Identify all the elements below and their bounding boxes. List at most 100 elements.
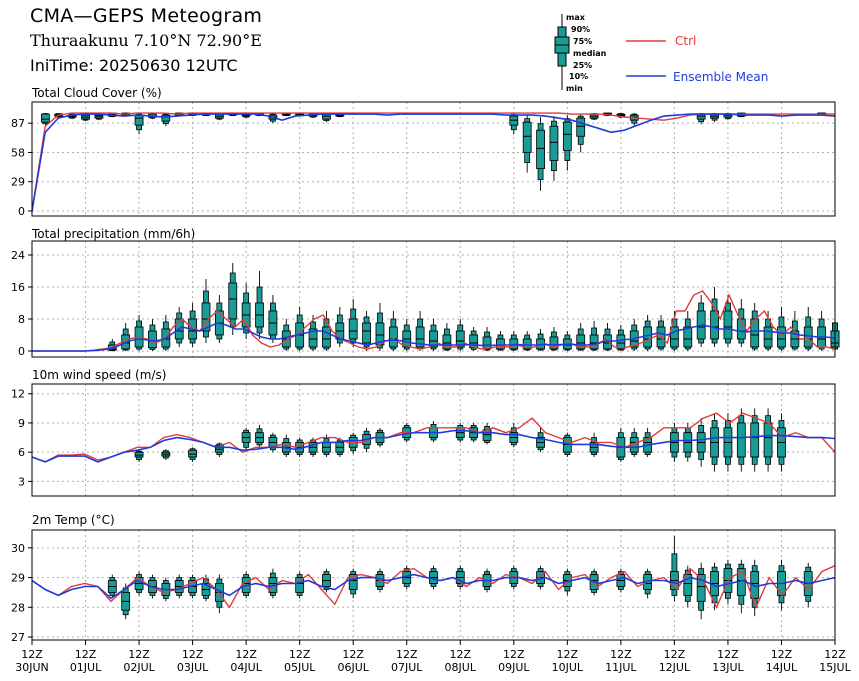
box-upper-tail [537,333,544,340]
box-lower-tail [310,346,316,350]
x-tick-date: 30JUN [15,661,49,674]
ensemble-box [736,299,746,347]
box-upper-tail [176,312,183,320]
box-upper-tail [189,577,196,581]
ensemble-box [509,331,519,351]
ensemble-box [161,449,171,460]
box-lower-tail [363,443,370,449]
box-upper-tail [350,308,357,320]
box-upper-tail [256,286,263,304]
box-upper-tail [403,324,410,332]
ensemble-box [322,311,331,351]
y-tick-label: 30 [11,542,25,555]
ensemble-box [763,408,773,472]
box-lower-tail [805,595,812,602]
ensemble-mean-line [31,113,836,212]
x-tick-hour: 12Z [289,648,311,661]
x-tick-hour: 12Z [557,648,579,661]
box-lower-tail [725,456,731,465]
legend-ctrl-label: Ctrl [675,34,696,48]
y-tick-label: 58 [11,146,25,159]
box-body [94,114,104,119]
box-lower-tail [751,456,758,465]
box-body [388,326,398,348]
y-tick-label: 87 [11,117,25,130]
ensemble-box [536,117,545,191]
x-tick-hour: 12Z [610,648,632,661]
ensemble-box [576,114,586,153]
box-lower-tail [644,346,651,350]
box-body [750,422,760,458]
box-lower-tail [323,118,330,122]
box-upper-tail [122,328,129,336]
ensemble-box [241,427,251,453]
legend-p25: 25% [573,61,592,70]
box-lower-tail [216,600,223,608]
box-upper-tail [738,563,745,570]
ensemble-box [134,315,144,351]
box-lower-tail [698,451,705,460]
box-lower-tail [430,437,437,441]
box-upper-tail [698,424,705,434]
box-body [576,117,586,137]
y-tick-label: 6 [18,446,25,459]
box-lower-tail [698,338,705,344]
box-body [763,422,773,458]
panel-frame [31,240,836,358]
box-lower-tail [604,348,611,351]
box-lower-tail [671,589,678,596]
ensemble-box [482,422,492,445]
y-tick-label: 9 [18,417,25,430]
box-lower-tail [711,456,718,465]
box-lower-tail [564,586,571,592]
box-lower-tail [778,595,785,604]
ensemble-box [696,295,706,347]
box-body [549,125,559,161]
panel-1: Total precipitation (mm/6h) 0 8 16 24 [11,227,840,358]
box-lower-tail [229,114,236,117]
ensemble-box [455,319,465,351]
ctrl-series-line [31,412,836,463]
box-lower-tail [149,347,156,350]
box-upper-tail [524,118,531,123]
legend-box-glyph [554,14,570,90]
box-upper-tail [778,565,785,573]
box-upper-tail [484,331,490,338]
x-tick-date: 10JUL [552,661,584,674]
box-lower-tail [484,586,490,590]
ensemble-box [121,583,131,620]
box-upper-tail [698,302,705,312]
ensemble-box [188,303,198,347]
box-lower-tail [136,456,142,460]
ensemble-box [522,331,532,351]
box-lower-tail [711,338,718,344]
x-tick-date: 08JUL [445,661,477,674]
box-body [710,310,719,340]
box-lower-tail [510,442,517,446]
box-lower-tail [162,455,169,459]
box-lower-tail [149,116,156,119]
ensemble-box [750,408,760,472]
box-upper-tail [457,324,464,332]
x-tick-hour: 12Z [449,648,471,661]
box-upper-tail [644,432,651,438]
box-lower-tail [296,451,303,456]
ensemble-box [40,113,50,126]
box-lower-tail [403,583,410,587]
initime-label: IniTime: 20250630 12UTC [30,56,238,75]
box-upper-tail [617,329,624,336]
ensemble-box [335,113,345,118]
box-upper-tail [805,566,812,573]
box-lower-tail [109,115,116,118]
box-upper-tail [510,568,517,573]
y-tick-label: 3 [18,475,25,488]
legend-p10: 10% [569,72,588,81]
y-tick-label: 24 [11,249,25,262]
box-lower-tail [176,592,183,596]
box-upper-tail [109,341,116,346]
box-lower-tail [725,116,731,120]
box-upper-tail [162,321,169,330]
ensemble-box [509,113,519,135]
box-lower-tail [551,160,557,172]
